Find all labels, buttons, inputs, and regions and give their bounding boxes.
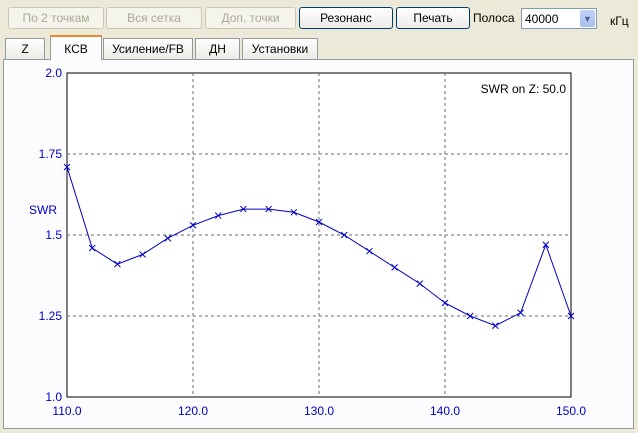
swr-annotation: SWR on Z: 50.0 — [481, 82, 567, 96]
data-point-marker — [466, 312, 474, 320]
data-point-marker — [567, 312, 575, 320]
data-point-marker — [63, 163, 71, 171]
extra-points-button[interactable]: Доп. точки — [205, 7, 296, 29]
unit-label: кГц — [610, 14, 629, 28]
data-point-marker — [290, 208, 298, 216]
tab-swr[interactable]: КСВ — [50, 35, 102, 60]
data-point-marker — [265, 205, 272, 213]
x-tick-label: 150.0 — [556, 404, 586, 418]
tab-gain-fb[interactable]: Усиление/FB — [103, 38, 193, 59]
data-point-marker — [340, 231, 348, 239]
band-value: 40000 — [525, 12, 559, 26]
data-point-marker — [88, 244, 96, 252]
data-point-marker — [139, 251, 146, 258]
y-tick-label: 1.0 — [45, 390, 62, 404]
print-button[interactable]: Печать — [396, 7, 470, 29]
by-two-points-button[interactable]: По 2 точкам — [8, 7, 104, 29]
data-point-marker — [366, 247, 373, 255]
resonance-button[interactable]: Резонанс — [299, 7, 393, 29]
x-tick-label: 110.0 — [52, 404, 81, 418]
y-tick-label: 2.0 — [45, 66, 62, 80]
data-point-marker — [315, 218, 323, 226]
data-point-marker — [391, 264, 398, 271]
tab-settings[interactable]: Установки — [242, 38, 318, 59]
data-point-marker — [416, 280, 424, 287]
data-point-marker — [492, 322, 499, 330]
data-point-marker — [542, 241, 550, 249]
x-tick-label: 130.0 — [304, 404, 334, 418]
chevron-down-icon[interactable]: ▼ — [580, 10, 595, 27]
y-tick-label: 1.75 — [39, 147, 63, 161]
data-point-marker — [214, 212, 222, 219]
data-point-marker — [189, 221, 197, 229]
band-select[interactable]: 40000 ▼ — [521, 8, 597, 29]
x-tick-label: 120.0 — [178, 404, 208, 418]
whole-grid-button[interactable]: Вся сетка — [106, 7, 202, 29]
data-point-marker — [441, 299, 449, 307]
y-axis-label: SWR — [29, 203, 57, 217]
tab-pattern[interactable]: ДН — [195, 38, 240, 59]
band-label: Полоса — [473, 11, 515, 25]
data-point-marker — [517, 309, 524, 317]
tab-z[interactable]: Z — [5, 38, 45, 59]
y-tick-label: 1.5 — [45, 228, 62, 242]
y-tick-label: 1.25 — [39, 309, 63, 323]
data-point-marker — [164, 234, 172, 242]
data-point-marker — [240, 205, 247, 213]
x-tick-label: 140.0 — [430, 404, 460, 418]
data-point-marker — [114, 260, 121, 268]
